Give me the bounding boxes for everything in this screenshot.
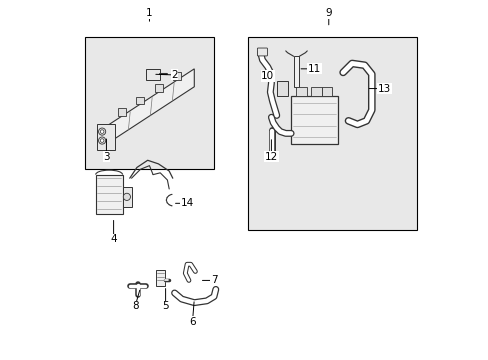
Polygon shape [293, 56, 299, 87]
Text: 5: 5 [162, 301, 168, 311]
Text: 7: 7 [210, 275, 217, 285]
Polygon shape [122, 187, 131, 207]
Polygon shape [172, 72, 180, 80]
Polygon shape [96, 175, 122, 214]
Text: 2: 2 [171, 70, 178, 80]
Polygon shape [156, 270, 164, 286]
Text: 11: 11 [307, 64, 321, 74]
Text: 6: 6 [189, 317, 195, 327]
Circle shape [100, 139, 104, 142]
Circle shape [99, 128, 105, 135]
Text: 3: 3 [103, 152, 109, 162]
Polygon shape [155, 84, 163, 92]
Text: 9: 9 [325, 8, 331, 18]
Polygon shape [118, 108, 126, 116]
FancyBboxPatch shape [257, 48, 267, 56]
Text: 14: 14 [180, 198, 193, 208]
Bar [85, 37, 214, 169]
Bar [247, 37, 416, 230]
Polygon shape [145, 69, 160, 80]
Polygon shape [290, 96, 337, 144]
Text: 8: 8 [132, 301, 138, 311]
Circle shape [99, 137, 105, 144]
Text: 4: 4 [110, 234, 117, 244]
Polygon shape [310, 87, 321, 96]
Polygon shape [97, 125, 115, 149]
Text: 10: 10 [261, 71, 274, 81]
Polygon shape [276, 81, 287, 96]
Circle shape [100, 130, 104, 134]
Text: 13: 13 [377, 84, 390, 94]
Text: 12: 12 [264, 152, 278, 162]
Circle shape [123, 193, 130, 201]
Polygon shape [321, 87, 332, 96]
Text: 1: 1 [146, 8, 152, 18]
Polygon shape [296, 87, 306, 96]
Polygon shape [136, 96, 143, 104]
Polygon shape [106, 69, 194, 144]
